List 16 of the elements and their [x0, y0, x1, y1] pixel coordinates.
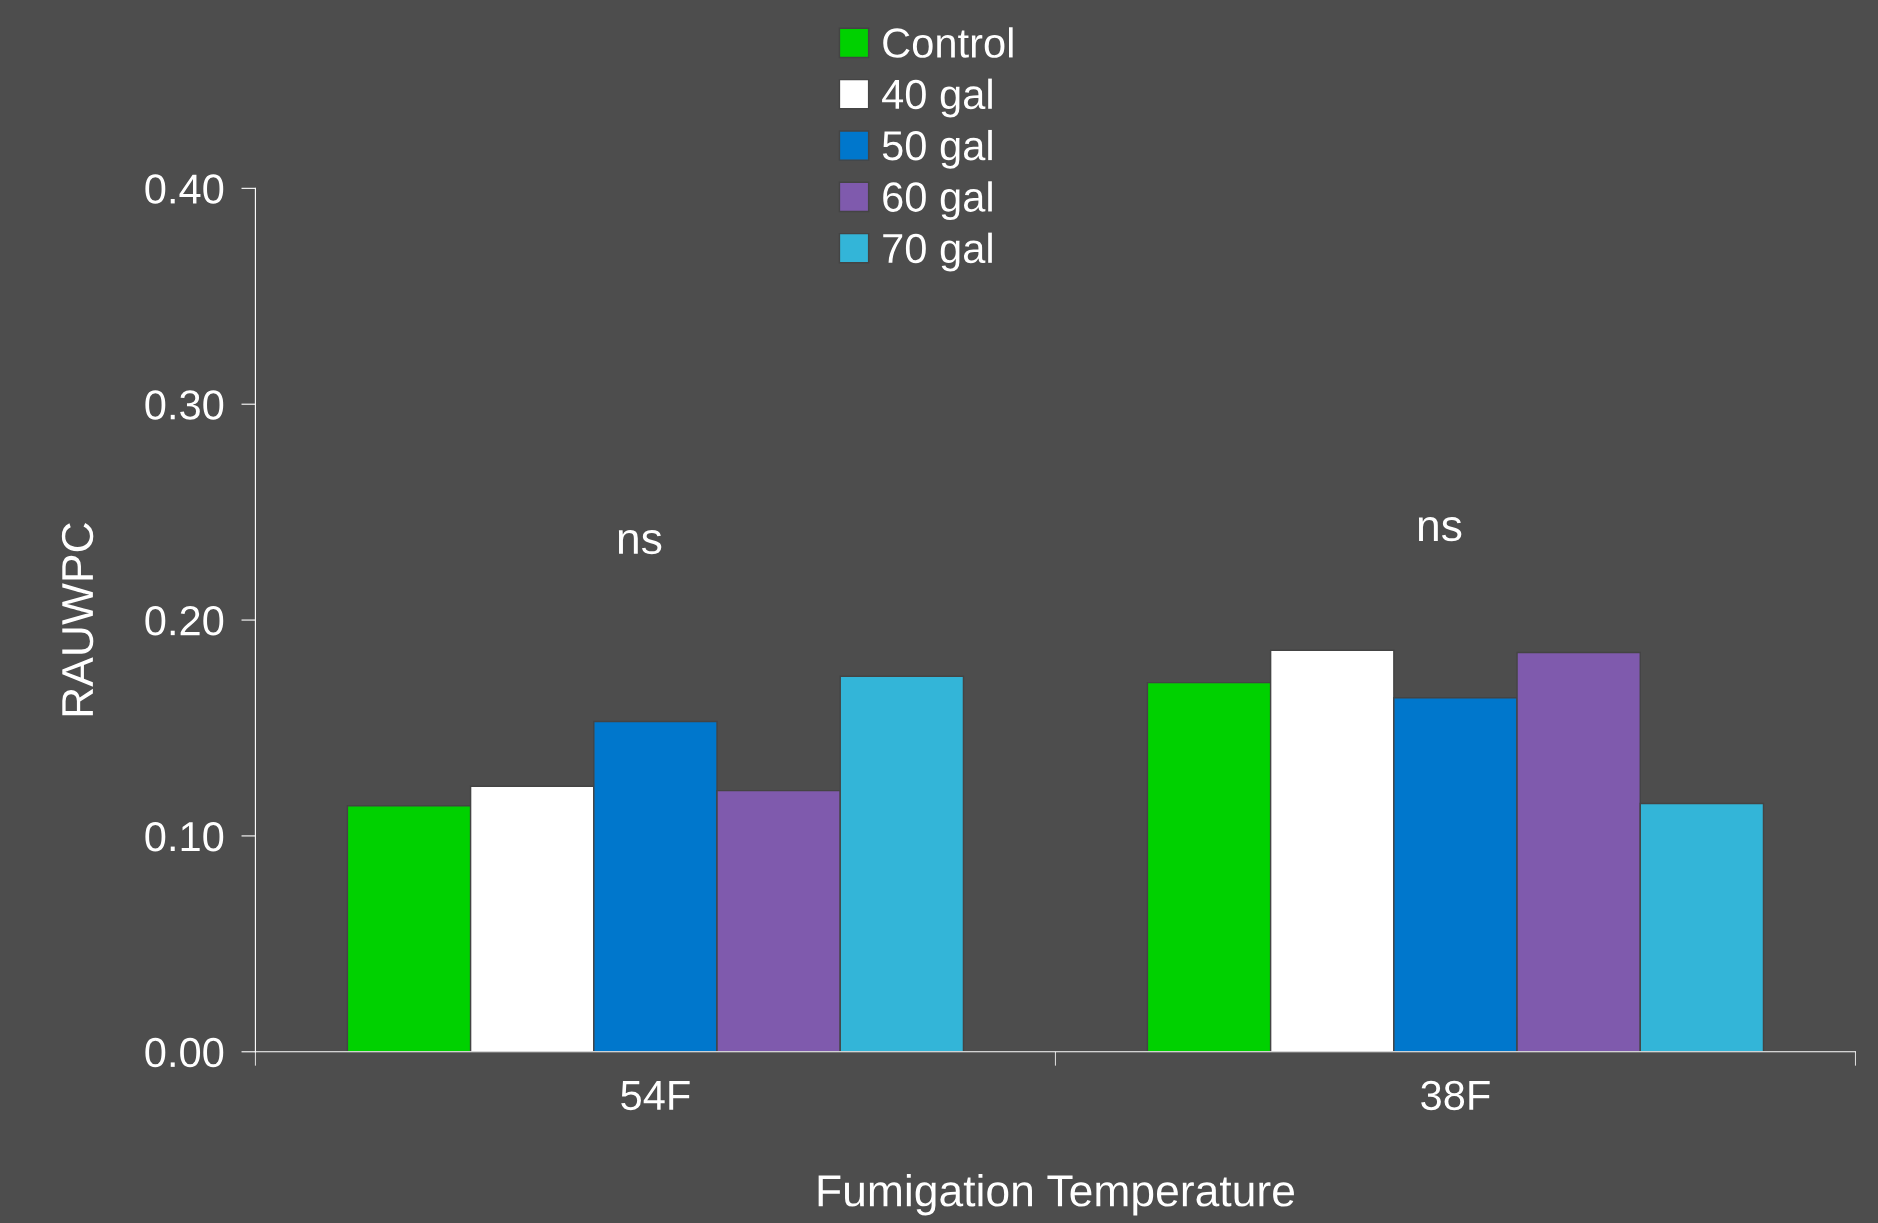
- legend-label: Control: [883, 27, 1013, 58]
- x-tick-label: 54F: [621, 1081, 690, 1111]
- annotation: ns: [618, 529, 662, 555]
- x-tick-label: 38F: [1421, 1080, 1490, 1111]
- y-tick-label: 0.40: [145, 174, 224, 204]
- annotation: ns: [1418, 516, 1462, 542]
- x-axis-title: Fumigation Temperature: [818, 1173, 1294, 1216]
- legend-label: 60 gal: [883, 181, 992, 221]
- legend-label: 40 gal: [882, 78, 992, 118]
- legend-label: 50 gal: [882, 129, 992, 169]
- y-axis-title: RAUWPC: [61, 523, 94, 716]
- y-tick-label: 0.30: [145, 390, 224, 420]
- legend-label: 70 gal: [883, 232, 992, 272]
- y-tick-label: 0.10: [145, 821, 224, 852]
- y-tick-label: 0.00: [145, 1037, 224, 1068]
- y-tick-label: 0.20: [145, 606, 224, 636]
